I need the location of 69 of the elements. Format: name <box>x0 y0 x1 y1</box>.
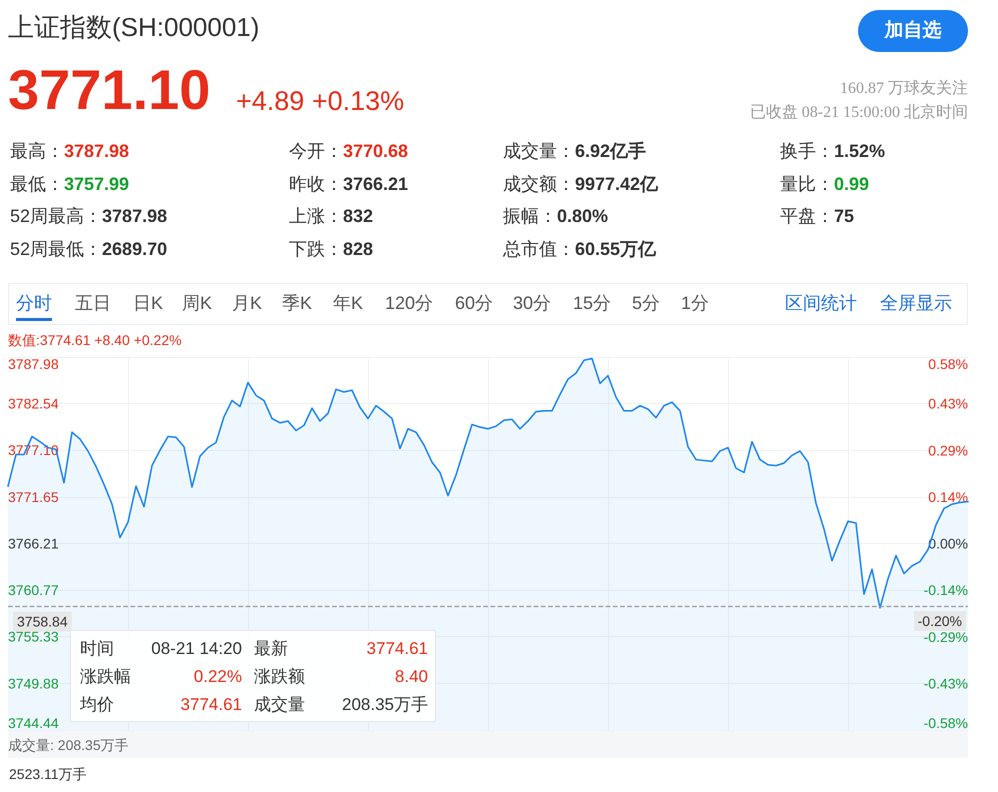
y2-tick-label: 0.43% <box>928 396 968 412</box>
text: 日K <box>133 293 164 313</box>
chart-title: 上证指数(SH:000001) <box>8 12 260 42</box>
text: 振幅：0.80% <box>503 206 608 226</box>
y-tick-label: 3755.33 <box>8 628 59 645</box>
annotation: 时间 <box>80 639 114 658</box>
text: 成交额：9977.42亿 <box>503 174 658 194</box>
text: 月K <box>232 293 262 313</box>
annotation: 3774.61 <box>366 639 428 658</box>
text: 52周最低：2689.70 <box>10 239 168 259</box>
annotation: 成交量 <box>254 695 305 714</box>
y2-tick-label: -0.14% <box>924 582 968 598</box>
annotation: 8.40 <box>394 667 428 686</box>
y2-tick-label: 0.29% <box>928 442 968 458</box>
text: 数值:3774.61 +8.40 +0.22% <box>8 332 182 348</box>
text: 分时 <box>16 293 52 321</box>
y-tick-label: 3782.54 <box>8 396 59 412</box>
text: 季K <box>282 293 312 313</box>
text: 最高：3787.98 <box>10 141 130 161</box>
text: 成交量: 208.35万手 <box>8 737 129 753</box>
text: 已收盘 08-21 15:00:00 北京时间 <box>750 104 968 121</box>
annotation: 最新 <box>254 639 288 658</box>
text: 年K <box>333 293 364 313</box>
annotation: 3774.61 <box>180 695 242 714</box>
text: 下跌：828 <box>289 239 374 259</box>
text: 3771.10 <box>8 58 210 121</box>
y-tick-label: 3787.98 <box>8 356 59 372</box>
annotation: 0.22% <box>194 667 242 686</box>
text: 最低：3757.99 <box>10 174 130 194</box>
text: 成交量：6.92亿手 <box>503 141 646 161</box>
annotation: 08-21 14:20 <box>151 639 242 658</box>
text: 周K <box>182 293 212 313</box>
y2-tick-label: -0.58% <box>924 715 968 731</box>
annotation: 208.35万手 <box>342 695 428 714</box>
text: 总市值：60.55万亿 <box>503 239 656 259</box>
ref-line-label: 3758.84 <box>17 614 68 630</box>
text: 15分 <box>573 293 612 313</box>
text: 五日 <box>75 293 111 313</box>
annotation: 均价 <box>80 695 114 714</box>
text: 5分 <box>632 293 660 313</box>
y2-tick-label: 0.58% <box>928 356 968 372</box>
text: 平盘：75 <box>780 206 854 226</box>
text: 52周最高：3787.98 <box>10 206 168 226</box>
annotation: 涨跌幅 <box>80 667 131 686</box>
y-tick-label: 3744.44 <box>8 715 59 731</box>
text: 1分 <box>681 293 710 313</box>
text: +4.89 +0.13% <box>236 86 404 116</box>
text: 加自选 <box>858 10 968 52</box>
y2-tick-label: 0.14% <box>928 488 968 505</box>
text: 上涨：832 <box>289 206 374 226</box>
text: 量比：0.99 <box>780 174 870 194</box>
text: 120分 <box>385 293 434 313</box>
y-tick-label: 3749.88 <box>8 675 59 692</box>
text: 30分 <box>513 293 552 313</box>
annotation: 涨跌额 <box>254 667 305 686</box>
text: 区间统计 <box>785 293 857 313</box>
text: 今开：3770.68 <box>289 141 408 161</box>
text: 昨收：3766.21 <box>289 174 408 194</box>
text: 60分 <box>455 293 494 313</box>
text: 160.87 万球友关注 <box>840 80 968 97</box>
text: 全屏显示 <box>880 293 952 313</box>
y-tick-label: 3771.65 <box>8 488 59 505</box>
annotation: -0.20% <box>914 610 966 631</box>
y-tick-label: 3760.77 <box>8 582 59 598</box>
y2-tick-label: -0.43% <box>924 675 968 692</box>
text: 换手：1.52% <box>780 141 886 161</box>
y2-tick-label: -0.29% <box>924 628 968 645</box>
text: 2523.11万手 <box>9 766 87 782</box>
y-tick-label: 3766.21 <box>8 536 59 552</box>
